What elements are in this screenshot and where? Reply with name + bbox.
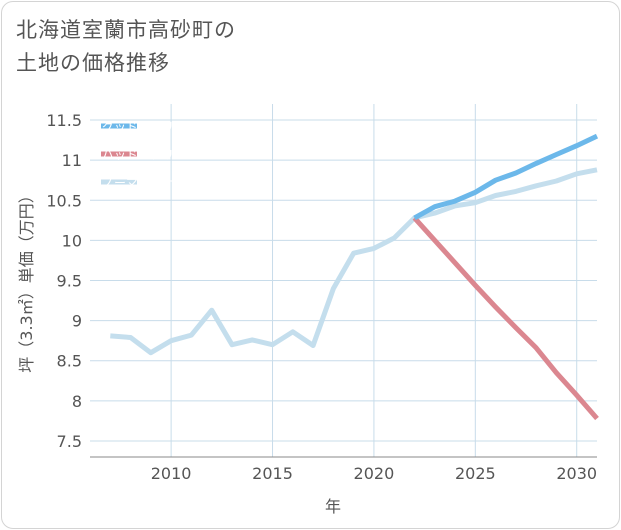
- y-tick-label: 9: [72, 312, 82, 331]
- series-line-bad: [412, 216, 599, 421]
- series-line-normal: [110, 167, 598, 356]
- x-axis-title: 年: [325, 497, 341, 516]
- x-tick-label: 2030: [556, 464, 597, 483]
- chart-title-line-2: 土地の価格推移: [16, 51, 170, 75]
- y-tick-label: 11: [62, 151, 82, 170]
- gridlines: [90, 104, 597, 457]
- y-tick-label: 8.5: [57, 352, 82, 371]
- series-lines: [110, 133, 599, 421]
- legend-label-good: グッドシナリオ: [102, 120, 186, 134]
- legend-label-bad: バッドシナリオ: [102, 148, 186, 162]
- y-tick-label: 10.5: [46, 191, 82, 210]
- x-tick-label: 2015: [252, 464, 293, 483]
- y-axis-title: 坪（3.3㎡）単価（万円）: [17, 187, 36, 372]
- series-line-good: [413, 133, 599, 221]
- x-tick-label: 2010: [151, 464, 192, 483]
- y-tick-label: 7.5: [57, 432, 82, 451]
- y-tick-label: 11.5: [46, 111, 82, 130]
- x-tick-label: 2020: [354, 464, 395, 483]
- y-tick-label: 9.5: [57, 272, 82, 291]
- legend-label-normal: ノーマルシナリオ: [102, 176, 198, 190]
- tick-labels: 7.5 8 8.5 9 9.5 10 10.5 11 11.5 2010 2015 2020 2025 2…: [46, 111, 597, 483]
- y-tick-label: 10: [62, 231, 82, 250]
- x-tick-label: 2025: [455, 464, 496, 483]
- chart-title-line-1: 北海道室蘭市高砂町の: [16, 18, 236, 42]
- y-tick-label: 8: [72, 392, 82, 411]
- chart-title: 北海道室蘭市高砂町の 土地の価格推移: [16, 14, 236, 80]
